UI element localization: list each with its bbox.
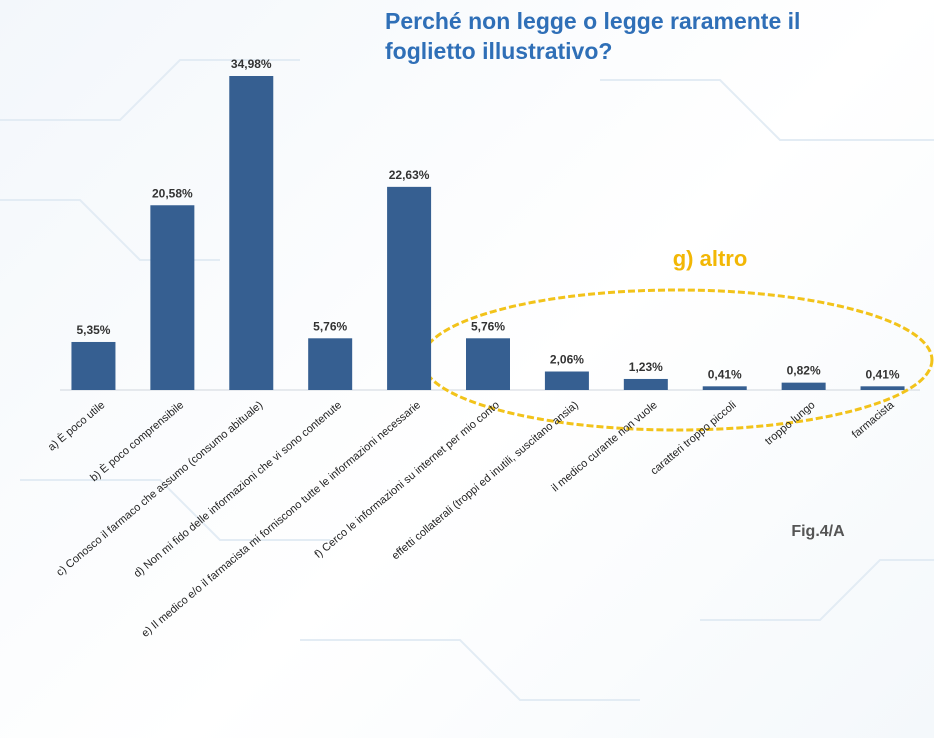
- annotation: g) altro: [673, 246, 748, 271]
- chart-title: Perché non legge o legge raramente il fo…: [385, 8, 801, 64]
- data-label: 0,82%: [787, 364, 821, 378]
- bar: [466, 338, 510, 390]
- data-label: 22,63%: [389, 168, 430, 182]
- data-label: 5,35%: [76, 323, 110, 337]
- data-label: 5,76%: [313, 319, 347, 333]
- x-tick-label: e) Il medico e/o il farmacista mi fornis…: [139, 399, 423, 640]
- x-tick-label: caratteri troppo piccoli: [649, 399, 739, 477]
- x-tick-label: f) Cerco le informazioni su internet per…: [312, 399, 501, 561]
- bar: [229, 76, 274, 390]
- bar: [544, 371, 589, 390]
- bar: [150, 205, 195, 390]
- x-tick-label: a) È poco utile: [45, 398, 107, 453]
- figure-label: Fig.4/A: [791, 523, 845, 540]
- bar: [308, 338, 353, 390]
- data-label: 2,06%: [550, 353, 584, 367]
- bar: [71, 341, 116, 390]
- data-label: 34,98%: [231, 57, 272, 71]
- data-label: 20,58%: [152, 186, 193, 200]
- data-label: 1,23%: [629, 360, 663, 374]
- data-label: 0,41%: [866, 367, 900, 381]
- bar: [623, 378, 668, 390]
- background-circuit: [0, 59, 934, 701]
- bar: [387, 186, 432, 390]
- data-label: 5,76%: [471, 319, 505, 333]
- bar: [860, 386, 905, 390]
- x-tick-label: effetti collaterali (troppi ed inutili, …: [390, 399, 581, 562]
- x-tick-label: farmacista: [850, 399, 897, 441]
- bar: [781, 382, 826, 390]
- data-label: 0,41%: [708, 367, 742, 381]
- bar: [702, 386, 747, 390]
- x-tick-label: troppo lungo: [763, 399, 818, 448]
